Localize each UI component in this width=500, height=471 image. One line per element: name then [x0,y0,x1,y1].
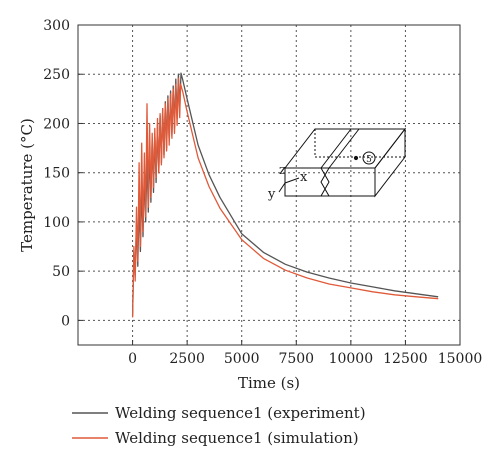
series-group [131,72,439,318]
plate-schematic [278,127,407,198]
y-axis-label: Temperature (°C) [18,118,36,252]
legend: Welding sequence1 (experiment) Welding s… [72,404,366,447]
x-tick-label: 0 [128,351,137,367]
axis-ticks [78,24,461,345]
y-tick-label: 250 [43,67,70,83]
inset-axis-x: x [300,170,308,185]
inset-axis-z: z [279,163,286,178]
plot-frame [77,24,461,346]
marker-circle [362,151,376,165]
inset-marker-label: 5 [366,155,372,165]
x-axis-label: Time (s) [238,374,300,392]
inset-axis-y: y [267,187,276,202]
plate-top-face [283,128,407,169]
legend-label-experiment: Welding sequence1 (experiment) [115,404,366,422]
x-tick-label: 15000 [438,351,483,367]
grid [78,24,461,345]
measurement-point [353,155,359,161]
plate-side-face [374,127,406,198]
x-tick-labels: 0 2500 5000 7500 10000 12500 15000 [128,351,482,367]
x-tick-label: 2500 [169,351,205,367]
x-tick-label: 5000 [224,351,260,367]
legend-label-simulation: Welding sequence1 (simulation) [115,429,359,447]
x-tick-label: 7500 [278,351,314,367]
y-tick-labels: 0 50 100 150 200 250 300 [43,18,70,329]
y-tick-label: 0 [61,313,70,329]
y-tick-label: 150 [43,166,70,182]
weld-seam-top-left [320,128,352,169]
x-tick-label: 10000 [329,351,374,367]
axis-arrow-x [284,177,300,184]
axis-arrow-y [278,182,286,193]
series-line-simulation [131,77,439,318]
weld-seam-top-right [328,128,360,169]
y-tick-label: 300 [43,18,70,34]
weld-seam-front [320,167,330,197]
y-tick-label: 50 [52,264,70,280]
y-tick-label: 100 [43,215,70,231]
x-tick-label: 12500 [383,351,428,367]
y-tick-label: 200 [43,116,70,132]
weld-seam-front-2 [320,167,330,197]
